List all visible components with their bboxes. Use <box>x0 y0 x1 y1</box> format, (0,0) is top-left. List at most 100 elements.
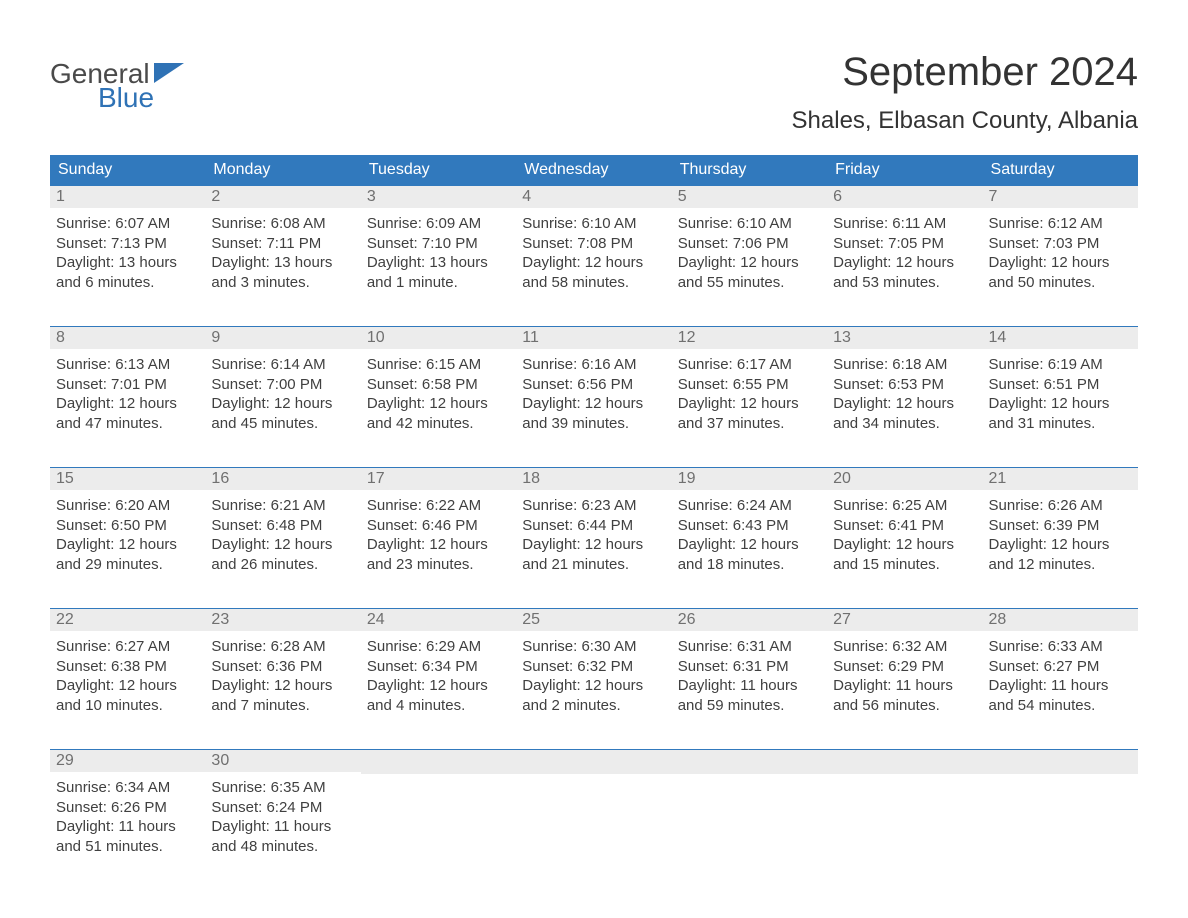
day-body: Sunrise: 6:12 AMSunset: 7:03 PMDaylight:… <box>983 208 1138 298</box>
sunrise-line: Sunrise: 6:15 AM <box>367 355 510 375</box>
sunset-line: Sunset: 6:32 PM <box>522 657 665 677</box>
logo-text-bottom: Blue <box>98 84 184 112</box>
day-cell: 10 Sunrise: 6:15 AMSunset: 6:58 PMDayligh… <box>361 327 516 439</box>
daylight-line: Daylight: 12 hours and 29 minutes. <box>56 535 199 574</box>
sunrise-line: Sunrise: 6:33 AM <box>989 637 1132 657</box>
week-row: 22Sunrise: 6:27 AMSunset: 6:38 PMDayligh… <box>50 608 1138 721</box>
day-number <box>361 750 516 774</box>
day-body: Sunrise: 6:25 AMSunset: 6:41 PMDaylight:… <box>827 490 982 580</box>
sunrise-line: Sunrise: 6:31 AM <box>678 637 821 657</box>
sunrise-line: Sunrise: 6:07 AM <box>56 214 199 234</box>
sunrise-line: Sunrise: 6:14 AM <box>211 355 354 375</box>
day-number: 6 <box>827 186 982 208</box>
day-body: Sunrise: 6:30 AMSunset: 6:32 PMDaylight:… <box>516 631 671 721</box>
day-body: Sunrise: 6:18 AMSunset: 6:53 PMDaylight:… <box>827 349 982 439</box>
daylight-line: Daylight: 13 hours and 6 minutes. <box>56 253 199 292</box>
daylight-line: Daylight: 11 hours and 54 minutes. <box>989 676 1132 715</box>
day-body: Sunrise: 6:32 AMSunset: 6:29 PMDaylight:… <box>827 631 982 721</box>
day-cell: 25Sunrise: 6:30 AMSunset: 6:32 PMDayligh… <box>516 609 671 721</box>
daylight-line: Daylight: 12 hours and 34 minutes. <box>833 394 976 433</box>
day-number: 15 <box>50 468 205 490</box>
daylight-line: Daylight: 13 hours and 3 minutes. <box>211 253 354 292</box>
day-body: Sunrise: 6:21 AMSunset: 6:48 PMDaylight:… <box>205 490 360 580</box>
sunset-line: Sunset: 6:24 PM <box>211 798 354 818</box>
day-body: Sunrise: 6:28 AMSunset: 6:36 PMDaylight:… <box>205 631 360 721</box>
day-body: Sunrise: 6:19 AMSunset: 6:51 PMDaylight:… <box>983 349 1138 439</box>
day-body: Sunrise: 6:34 AMSunset: 6:26 PMDaylight:… <box>50 772 205 862</box>
daylight-line: Daylight: 12 hours and 55 minutes. <box>678 253 821 292</box>
day-body: Sunrise: 6:20 AMSunset: 6:50 PMDaylight:… <box>50 490 205 580</box>
day-number: 16 <box>205 468 360 490</box>
day-cell <box>672 750 827 862</box>
dow-sunday: Sunday <box>50 155 205 185</box>
sunset-line: Sunset: 6:29 PM <box>833 657 976 677</box>
sunrise-line: Sunrise: 6:24 AM <box>678 496 821 516</box>
day-cell: 2Sunrise: 6:08 AMSunset: 7:11 PMDaylight… <box>205 186 360 298</box>
day-body: Sunrise: 6:07 AMSunset: 7:13 PMDaylight:… <box>50 208 205 298</box>
day-body: Sunrise: 6:23 AMSunset: 6:44 PMDaylight:… <box>516 490 671 580</box>
day-cell: 22Sunrise: 6:27 AMSunset: 6:38 PMDayligh… <box>50 609 205 721</box>
week-row: 8Sunrise: 6:13 AMSunset: 7:01 PMDaylight… <box>50 326 1138 439</box>
title-block: September 2024 Shales, Elbasan County, A… <box>792 50 1138 135</box>
daylight-line: Daylight: 12 hours and 42 minutes. <box>367 394 510 433</box>
day-cell: 8Sunrise: 6:13 AMSunset: 7:01 PMDaylight… <box>50 327 205 439</box>
sunset-line: Sunset: 6:58 PM <box>367 375 510 395</box>
page-header: General Blue September 2024 Shales, Elba… <box>50 50 1138 135</box>
day-body: Sunrise: 6:17 AMSunset: 6:55 PMDaylight:… <box>672 349 827 439</box>
sunset-line: Sunset: 7:00 PM <box>211 375 354 395</box>
sunrise-line: Sunrise: 6:30 AM <box>522 637 665 657</box>
day-number: 1 <box>50 186 205 208</box>
day-cell: 12Sunrise: 6:17 AMSunset: 6:55 PMDayligh… <box>672 327 827 439</box>
sunrise-line: Sunrise: 6:16 AM <box>522 355 665 375</box>
daylight-line: Daylight: 11 hours and 56 minutes. <box>833 676 976 715</box>
day-number: 25 <box>516 609 671 631</box>
logo: General Blue <box>50 60 184 112</box>
day-cell: 4Sunrise: 6:10 AMSunset: 7:08 PMDaylight… <box>516 186 671 298</box>
sunrise-line: Sunrise: 6:21 AM <box>211 496 354 516</box>
day-number: 12 <box>672 327 827 349</box>
sunrise-line: Sunrise: 6:10 AM <box>678 214 821 234</box>
day-number: 20 <box>827 468 982 490</box>
dow-tuesday: Tuesday <box>361 155 516 185</box>
day-cell: 17Sunrise: 6:22 AMSunset: 6:46 PMDayligh… <box>361 468 516 580</box>
sunset-line: Sunset: 6:39 PM <box>989 516 1132 536</box>
day-number: 10 <box>361 327 516 349</box>
dow-saturday: Saturday <box>983 155 1138 185</box>
day-number: 18 <box>516 468 671 490</box>
day-cell: 7Sunrise: 6:12 AMSunset: 7:03 PMDaylight… <box>983 186 1138 298</box>
sunrise-line: Sunrise: 6:09 AM <box>367 214 510 234</box>
day-number: 19 <box>672 468 827 490</box>
sunrise-line: Sunrise: 6:26 AM <box>989 496 1132 516</box>
daylight-line: Daylight: 12 hours and 21 minutes. <box>522 535 665 574</box>
day-number <box>672 750 827 774</box>
day-cell <box>983 750 1138 862</box>
day-number: 7 <box>983 186 1138 208</box>
sunset-line: Sunset: 7:13 PM <box>56 234 199 254</box>
sunset-line: Sunset: 7:08 PM <box>522 234 665 254</box>
daylight-line: Daylight: 12 hours and 53 minutes. <box>833 253 976 292</box>
week-row: 1Sunrise: 6:07 AMSunset: 7:13 PMDaylight… <box>50 185 1138 298</box>
sunrise-line: Sunrise: 6:19 AM <box>989 355 1132 375</box>
day-cell: 5Sunrise: 6:10 AMSunset: 7:06 PMDaylight… <box>672 186 827 298</box>
day-number: 24 <box>361 609 516 631</box>
day-number: 29 <box>50 750 205 772</box>
sunrise-line: Sunrise: 6:29 AM <box>367 637 510 657</box>
day-cell: 26Sunrise: 6:31 AMSunset: 6:31 PMDayligh… <box>672 609 827 721</box>
sunrise-line: Sunrise: 6:13 AM <box>56 355 199 375</box>
day-number: 26 <box>672 609 827 631</box>
day-number <box>516 750 671 774</box>
sunrise-line: Sunrise: 6:23 AM <box>522 496 665 516</box>
day-cell: 27Sunrise: 6:32 AMSunset: 6:29 PMDayligh… <box>827 609 982 721</box>
daylight-line: Daylight: 12 hours and 4 minutes. <box>367 676 510 715</box>
day-number: 11 <box>516 327 671 349</box>
day-cell: 1Sunrise: 6:07 AMSunset: 7:13 PMDaylight… <box>50 186 205 298</box>
sunset-line: Sunset: 7:03 PM <box>989 234 1132 254</box>
day-cell: 9Sunrise: 6:14 AMSunset: 7:00 PMDaylight… <box>205 327 360 439</box>
sunset-line: Sunset: 6:27 PM <box>989 657 1132 677</box>
day-number: 8 <box>50 327 205 349</box>
day-cell: 29Sunrise: 6:34 AMSunset: 6:26 PMDayligh… <box>50 750 205 862</box>
sunrise-line: Sunrise: 6:28 AM <box>211 637 354 657</box>
day-cell: 19Sunrise: 6:24 AMSunset: 6:43 PMDayligh… <box>672 468 827 580</box>
day-number: 23 <box>205 609 360 631</box>
daylight-line: Daylight: 12 hours and 18 minutes. <box>678 535 821 574</box>
